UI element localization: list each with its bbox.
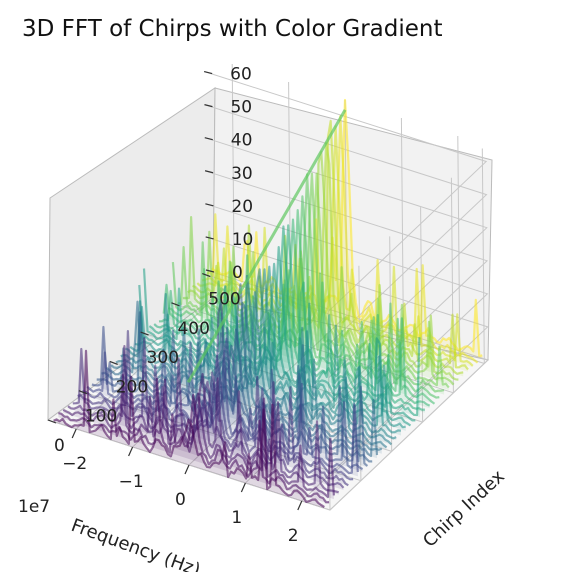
chirp-trace-33	[210, 98, 483, 358]
y-tick-mark	[202, 272, 211, 278]
z-tick-label: 40	[231, 131, 253, 151]
y-tick-mark	[140, 331, 149, 336]
y-tick-label: 200	[116, 377, 148, 397]
x-tick-mark	[184, 464, 190, 475]
z-tick-label: 60	[230, 65, 252, 85]
chirp-trace-22	[158, 218, 431, 407]
chirp-trace-19	[142, 246, 416, 422]
chirp-trace-14	[120, 291, 393, 446]
z-tick-mark	[204, 137, 213, 141]
z-tick-label: 30	[231, 164, 253, 184]
x-tick-mark	[297, 500, 303, 511]
chirp-trace-9	[96, 344, 369, 467]
chirp-trace-30	[196, 119, 469, 371]
y-tick-label: 500	[208, 290, 240, 310]
z-tick-label: 20	[231, 197, 253, 217]
x-tick-mark	[240, 482, 246, 493]
y-tick-label: 400	[177, 319, 209, 339]
y-tick-mark	[171, 302, 180, 307]
y-tick-label: 0	[54, 436, 65, 456]
x-tick-mark	[71, 428, 77, 439]
x-tick-label: −2	[62, 454, 87, 474]
chirp-trace-3	[67, 345, 339, 494]
x-axis-label: Frequency (Hz)	[68, 515, 203, 572]
grid-line-y-wall	[481, 148, 485, 364]
surface-fill-0	[53, 350, 325, 509]
chirp-trace-24	[168, 195, 440, 399]
y-tick-mark	[78, 390, 88, 395]
z-tick-label: 10	[232, 230, 254, 250]
chart-title: 3D FFT of Chirps with Color Gradient	[22, 16, 443, 42]
fft-surface	[53, 98, 483, 509]
z-tick-mark	[204, 170, 214, 174]
x-offset-label: 1e7	[18, 497, 50, 517]
x-tick-label: 0	[175, 490, 186, 510]
chirp-trace-15	[124, 268, 397, 440]
x-tick-mark	[128, 446, 134, 457]
x-tick-label: 1	[231, 508, 242, 528]
surface-fill-7	[87, 302, 358, 477]
z-tick-mark	[205, 203, 214, 207]
y-tick-label: 300	[147, 348, 179, 368]
z-tick-label: 50	[230, 98, 252, 118]
chirp-trace-23	[162, 209, 436, 405]
z-tick-mark	[204, 70, 213, 75]
surface-fill-31	[202, 126, 473, 368]
y-tick-mark	[109, 360, 118, 365]
chirp-trace-8	[91, 325, 364, 471]
chirp-trace-2	[62, 373, 335, 499]
peak-ridge	[186, 109, 347, 384]
y-tick-label: 100	[85, 407, 117, 427]
surface-fill-32	[206, 116, 478, 363]
z-tick-mark	[204, 104, 213, 108]
grid-line-z	[204, 71, 488, 312]
surface-fill-13	[115, 276, 387, 450]
chirp-trace-1	[58, 377, 330, 504]
chirp-trace-0	[53, 349, 325, 509]
z-tick-label: 0	[232, 263, 243, 283]
surface-fill-28	[187, 151, 459, 381]
y-axis-label: Chirp Index	[419, 466, 509, 552]
z-tick-mark	[205, 236, 214, 240]
y-tick-mark	[47, 419, 57, 424]
chirp-trace-11	[105, 283, 379, 458]
z-tick-mark	[205, 269, 215, 273]
x-tick-label: −1	[119, 472, 144, 492]
x-tick-label: 2	[288, 526, 299, 546]
